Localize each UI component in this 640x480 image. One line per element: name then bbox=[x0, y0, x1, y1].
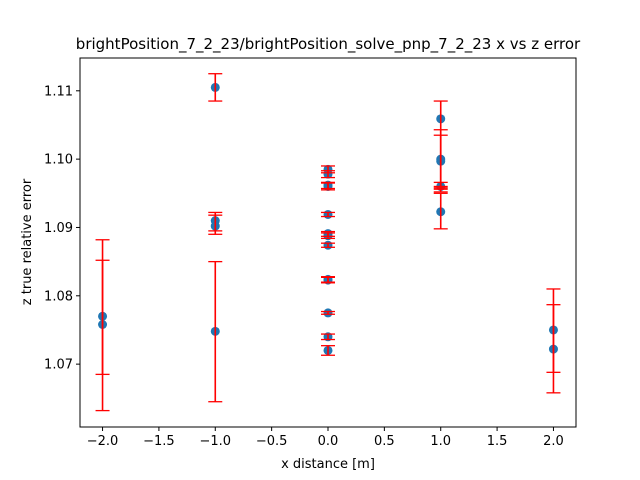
y-tick-label: 1.07 bbox=[44, 358, 73, 373]
y-tick-label: 1.08 bbox=[44, 289, 73, 304]
y-tick-label: 1.09 bbox=[44, 221, 73, 236]
y-tick-label: 1.11 bbox=[44, 84, 73, 99]
axes-frame bbox=[79, 57, 577, 428]
x-tick-label: −1.5 bbox=[143, 434, 175, 449]
chart-title: brightPosition_7_2_23/brightPosition_sol… bbox=[76, 35, 581, 54]
x-tick-label: 2.0 bbox=[543, 434, 564, 449]
x-tick-label: 1.5 bbox=[487, 434, 508, 449]
plot-area bbox=[95, 73, 561, 412]
y-axis-ticks: 1.07 1.08 1.09 1.10 1.11 bbox=[44, 84, 80, 373]
x-tick-label: 0.5 bbox=[374, 434, 395, 449]
x-tick-label: −2.0 bbox=[87, 434, 119, 449]
x-tick-label: −0.5 bbox=[256, 434, 288, 449]
x-tick-label: −1.0 bbox=[199, 434, 231, 449]
x-axis-label: x distance [m] bbox=[281, 457, 375, 472]
y-axis-label: z true relative error bbox=[20, 178, 35, 305]
x-tick-label: 1.0 bbox=[430, 434, 451, 449]
x-axis-ticks: −2.0 −1.5 −1.0 −0.5 0.0 0.5 1.0 1.5 2.0 bbox=[87, 427, 564, 449]
y-tick-label: 1.10 bbox=[44, 153, 73, 168]
x-tick-label: 0.0 bbox=[318, 434, 339, 449]
